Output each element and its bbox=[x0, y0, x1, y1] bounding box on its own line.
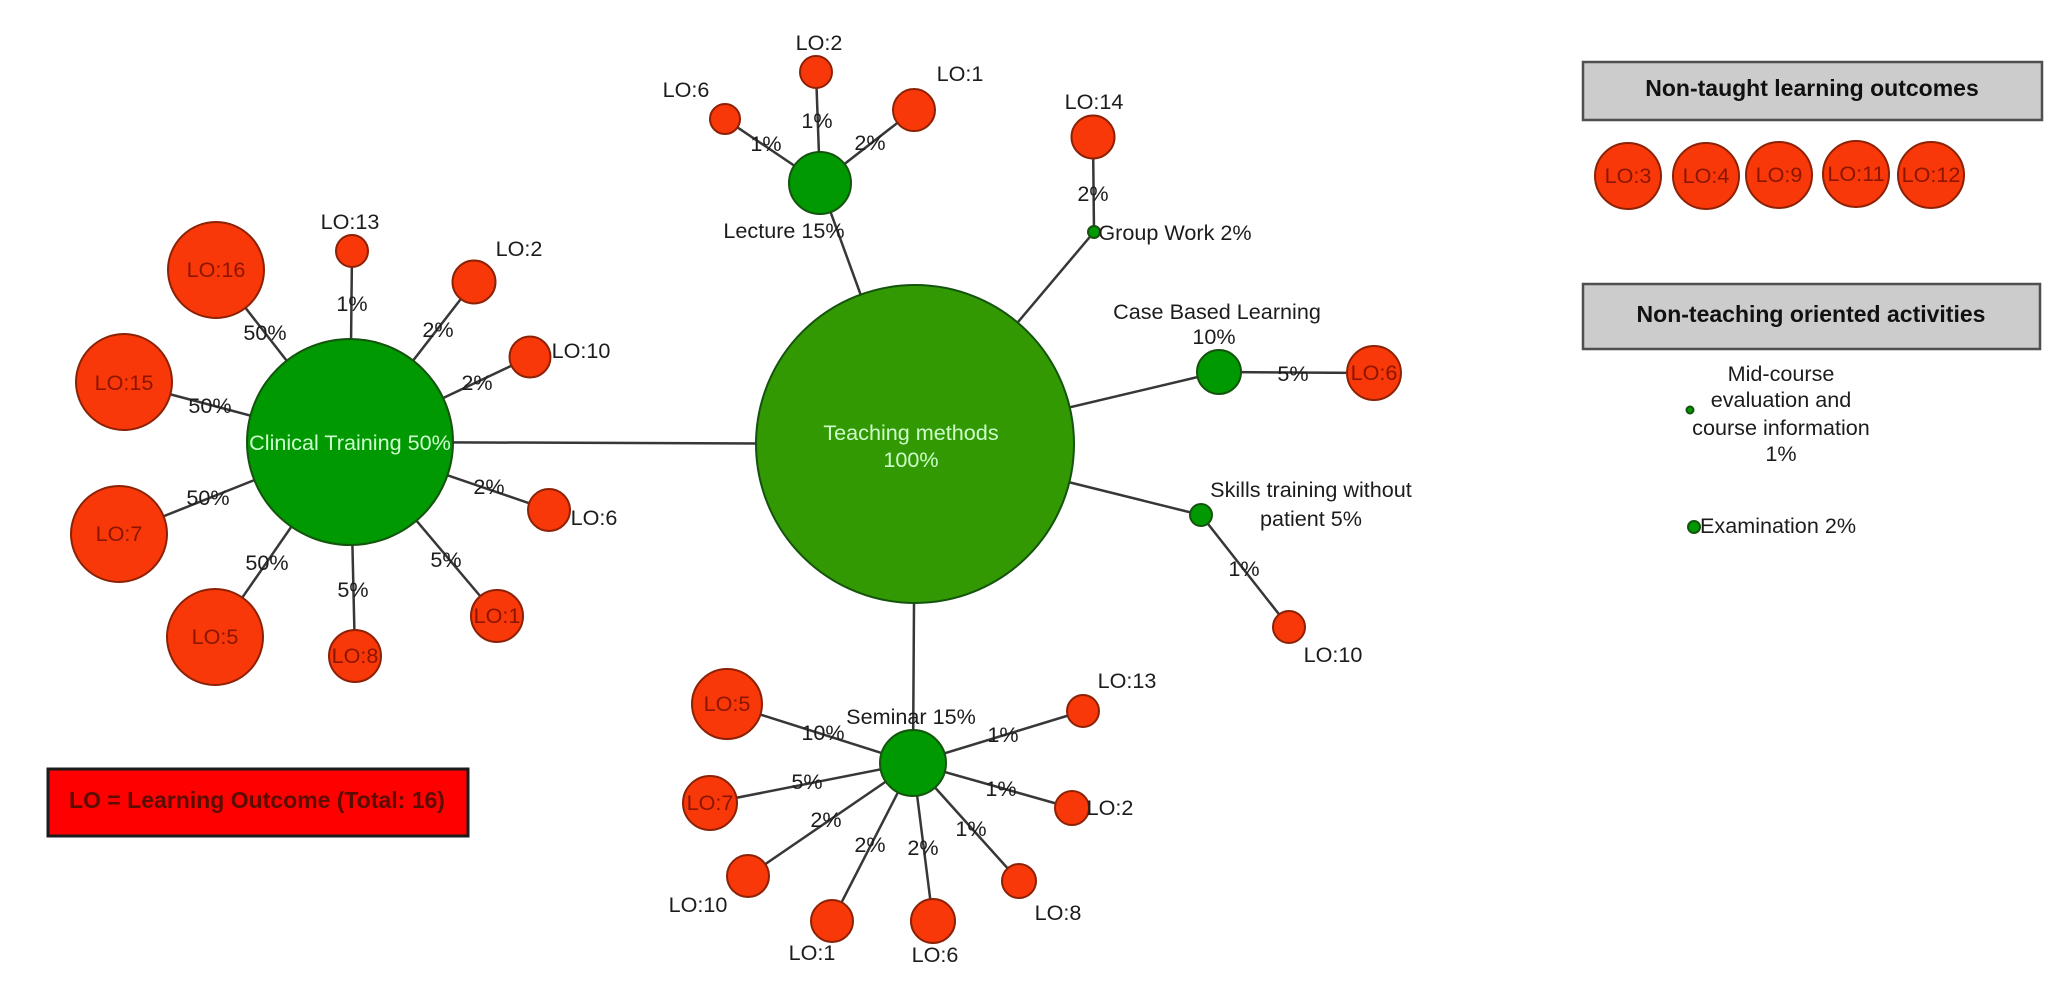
svg-text:2%: 2% bbox=[473, 474, 504, 499]
svg-text:1%: 1% bbox=[336, 291, 367, 316]
svg-text:1%: 1% bbox=[955, 816, 986, 841]
svg-text:LO:11: LO:11 bbox=[1827, 161, 1884, 186]
svg-text:50%: 50% bbox=[188, 393, 231, 418]
svg-text:Non-taught learning outcomes: Non-taught learning outcomes bbox=[1645, 75, 1979, 101]
svg-text:5%: 5% bbox=[337, 577, 368, 602]
svg-text:LO:13: LO:13 bbox=[321, 209, 380, 234]
svg-text:LO:5: LO:5 bbox=[704, 691, 751, 716]
svg-text:LO:7: LO:7 bbox=[96, 521, 143, 546]
svg-text:Seminar 15%: Seminar 15% bbox=[846, 704, 976, 729]
svg-text:LO:1: LO:1 bbox=[474, 603, 521, 628]
svg-text:LO:6: LO:6 bbox=[912, 942, 959, 967]
svg-text:LO:9: LO:9 bbox=[1756, 162, 1803, 187]
svg-text:2%: 2% bbox=[810, 807, 841, 832]
svg-text:LO:10: LO:10 bbox=[552, 338, 611, 363]
svg-text:1%: 1% bbox=[750, 131, 781, 156]
svg-text:Mid-course: Mid-course bbox=[1728, 361, 1835, 386]
svg-text:patient 5%: patient 5% bbox=[1260, 506, 1362, 531]
svg-text:2%: 2% bbox=[461, 370, 492, 395]
svg-text:LO:15: LO:15 bbox=[95, 370, 154, 395]
svg-text:2%: 2% bbox=[854, 130, 885, 155]
svg-text:evaluation and: evaluation and bbox=[1711, 387, 1851, 412]
svg-text:LO:16: LO:16 bbox=[187, 257, 246, 282]
svg-text:Lecture 15%: Lecture 15% bbox=[723, 218, 844, 243]
svg-text:LO:2: LO:2 bbox=[1087, 795, 1134, 820]
svg-text:5%: 5% bbox=[1277, 361, 1308, 386]
svg-text:1%: 1% bbox=[985, 776, 1016, 801]
svg-text:Teaching methods: Teaching methods bbox=[823, 420, 998, 445]
svg-text:Skills training without: Skills training without bbox=[1210, 477, 1412, 502]
svg-text:LO:6: LO:6 bbox=[663, 77, 710, 102]
svg-text:10%: 10% bbox=[1192, 324, 1235, 349]
svg-text:100%: 100% bbox=[883, 447, 938, 472]
svg-text:Case Based Learning: Case Based Learning bbox=[1113, 299, 1321, 324]
svg-text:2%: 2% bbox=[1077, 181, 1108, 206]
svg-text:LO:10: LO:10 bbox=[1304, 642, 1363, 667]
svg-text:LO:10: LO:10 bbox=[669, 892, 728, 917]
svg-text:LO:8: LO:8 bbox=[1035, 900, 1082, 925]
svg-text:LO:13: LO:13 bbox=[1098, 668, 1157, 693]
svg-text:LO:3: LO:3 bbox=[1605, 163, 1652, 188]
svg-text:2%: 2% bbox=[854, 832, 885, 857]
svg-text:course information: course information bbox=[1692, 415, 1870, 440]
svg-text:2%: 2% bbox=[422, 317, 453, 342]
svg-text:LO:5: LO:5 bbox=[192, 624, 239, 649]
svg-text:1%: 1% bbox=[987, 722, 1018, 747]
svg-text:5%: 5% bbox=[430, 547, 461, 572]
svg-text:1%: 1% bbox=[1228, 556, 1259, 581]
svg-text:LO:6: LO:6 bbox=[1351, 360, 1398, 385]
svg-text:LO:8: LO:8 bbox=[332, 643, 379, 668]
svg-text:5%: 5% bbox=[791, 769, 822, 794]
svg-text:50%: 50% bbox=[186, 485, 229, 510]
svg-text:LO:1: LO:1 bbox=[789, 940, 836, 965]
svg-text:Clinical Training 50%: Clinical Training 50% bbox=[249, 430, 451, 455]
svg-text:Group Work 2%: Group Work 2% bbox=[1098, 220, 1251, 245]
svg-text:LO:2: LO:2 bbox=[496, 236, 543, 261]
svg-text:LO = Learning Outcome (Total:: LO = Learning Outcome (Total: 16) bbox=[69, 787, 445, 813]
svg-text:50%: 50% bbox=[243, 320, 286, 345]
svg-text:LO:14: LO:14 bbox=[1065, 89, 1124, 114]
svg-text:LO:6: LO:6 bbox=[571, 505, 618, 530]
svg-text:10%: 10% bbox=[801, 720, 844, 745]
svg-text:LO:1: LO:1 bbox=[937, 61, 984, 86]
svg-text:LO:2: LO:2 bbox=[796, 30, 843, 55]
svg-text:1%: 1% bbox=[1765, 441, 1796, 466]
svg-text:Non-teaching oriented activiti: Non-teaching oriented activities bbox=[1637, 301, 1986, 327]
svg-text:Examination 2%: Examination 2% bbox=[1700, 513, 1856, 538]
svg-text:LO:7: LO:7 bbox=[687, 790, 734, 815]
svg-text:50%: 50% bbox=[245, 550, 288, 575]
svg-text:2%: 2% bbox=[907, 835, 938, 860]
svg-text:LO:12: LO:12 bbox=[1902, 162, 1961, 187]
svg-text:LO:4: LO:4 bbox=[1683, 163, 1730, 188]
svg-text:1%: 1% bbox=[801, 108, 832, 133]
